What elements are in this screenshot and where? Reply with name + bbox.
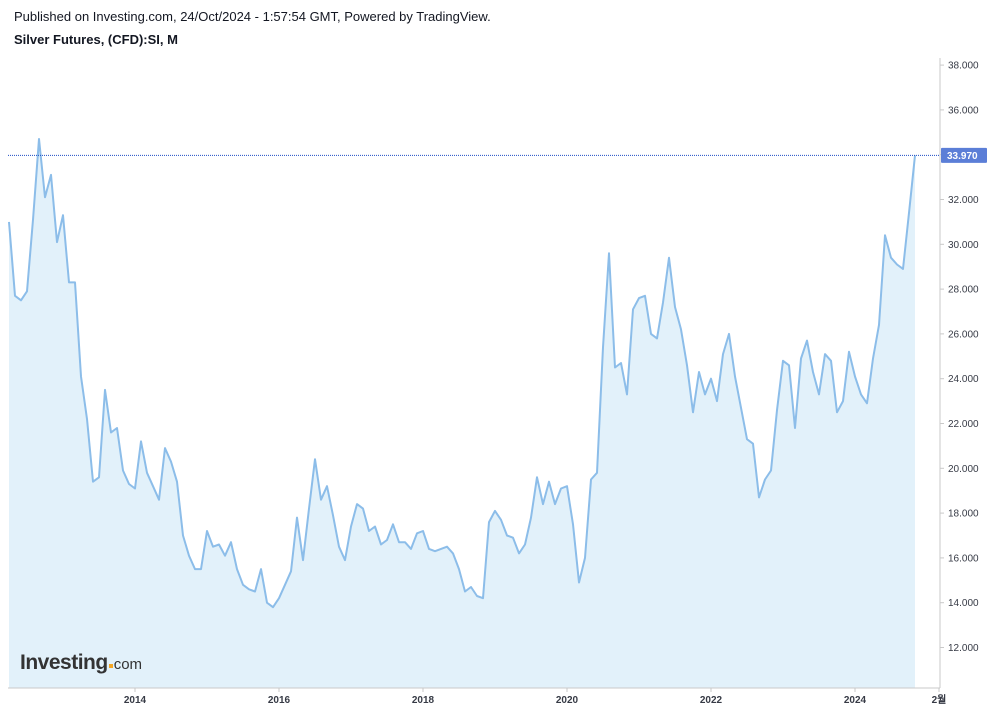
- investing-logo: Investing com: [20, 651, 142, 675]
- price-area-fill: [9, 139, 915, 688]
- y-tick-label: 36.000: [948, 105, 979, 116]
- x-tick-label: 2월: [932, 694, 947, 706]
- y-tick-label: 26.000: [948, 329, 979, 340]
- logo-dot-icon: [108, 664, 113, 668]
- x-axis: 2014 2016 2018 2020 2022 2024 2월: [124, 688, 947, 706]
- logo-text: Investing: [20, 651, 108, 674]
- x-tick-label: 2020: [556, 695, 579, 706]
- last-price-label: 33.970: [941, 147, 987, 163]
- y-tick-label: 16.000: [948, 553, 979, 564]
- last-price-value: 33.970: [947, 151, 978, 162]
- last-price-label-bg: [941, 147, 987, 163]
- y-tick-label: 12.000: [948, 643, 979, 654]
- price-line: [8, 138, 916, 609]
- y-tick-label: 18.000: [948, 509, 979, 520]
- x-tick-label: 2014: [124, 695, 147, 706]
- x-tick-label: 2018: [412, 695, 435, 706]
- y-tick-label: 28.000: [948, 285, 979, 296]
- y-tick-label: 14.000: [948, 598, 979, 609]
- y-tick-label: 32.000: [948, 195, 979, 206]
- chart-title: Silver Futures, (CFD):SI, M: [14, 32, 178, 47]
- logo-suffix: com: [113, 656, 143, 673]
- x-tick-label: 2024: [844, 695, 867, 706]
- x-tick-label: 2016: [268, 695, 291, 706]
- x-tick-label: 2022: [700, 695, 723, 706]
- published-info: Published on Investing.com, 24/Oct/2024 …: [14, 9, 491, 24]
- y-tick-label: 20.000: [948, 464, 979, 475]
- y-tick-label: 38.000: [948, 61, 979, 72]
- plot-area[interactable]: [8, 138, 940, 688]
- y-tick-label: 22.000: [948, 419, 979, 430]
- y-tick-label: 24.000: [948, 374, 979, 385]
- y-tick-label: 30.000: [948, 240, 979, 251]
